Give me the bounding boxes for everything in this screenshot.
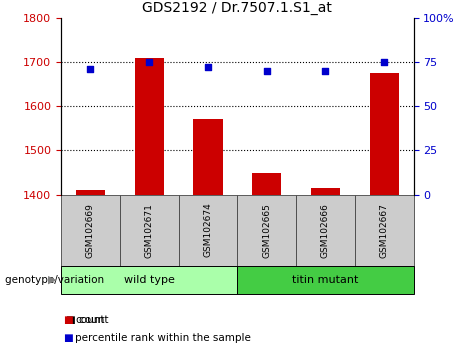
- Bar: [179, 195, 237, 266]
- Point: [86, 66, 94, 72]
- Bar: [134, 57, 164, 195]
- Text: percentile rank within the sample: percentile rank within the sample: [75, 333, 251, 343]
- Text: GSM102666: GSM102666: [321, 202, 330, 258]
- Bar: [296, 195, 355, 266]
- Text: GSM102667: GSM102667: [380, 202, 389, 258]
- Point: [204, 64, 212, 70]
- Bar: [61, 195, 120, 266]
- Text: genotype/variation: genotype/variation: [5, 275, 107, 285]
- Bar: [252, 172, 282, 195]
- Bar: [120, 195, 179, 266]
- Bar: [237, 266, 414, 294]
- Bar: [369, 73, 399, 195]
- Bar: [76, 190, 105, 195]
- Bar: [193, 120, 223, 195]
- Point: [381, 59, 388, 65]
- Bar: [61, 266, 237, 294]
- Point: [321, 68, 329, 74]
- Bar: [237, 195, 296, 266]
- Text: ■: ■: [63, 333, 73, 343]
- Text: count: count: [75, 315, 105, 325]
- Text: ■ count: ■ count: [66, 315, 108, 325]
- Text: GSM102674: GSM102674: [204, 203, 212, 257]
- Title: GDS2192 / Dr.7507.1.S1_at: GDS2192 / Dr.7507.1.S1_at: [142, 1, 332, 15]
- Text: ■: ■: [63, 315, 73, 325]
- Text: GSM102669: GSM102669: [86, 202, 95, 258]
- Text: titin mutant: titin mutant: [292, 275, 359, 285]
- Text: GSM102671: GSM102671: [145, 202, 154, 258]
- Point: [263, 68, 271, 74]
- Text: GSM102665: GSM102665: [262, 202, 271, 258]
- Bar: [311, 188, 340, 195]
- Point: [146, 59, 153, 65]
- Bar: [355, 195, 414, 266]
- Text: ▶: ▶: [48, 275, 56, 285]
- Text: wild type: wild type: [124, 275, 175, 285]
